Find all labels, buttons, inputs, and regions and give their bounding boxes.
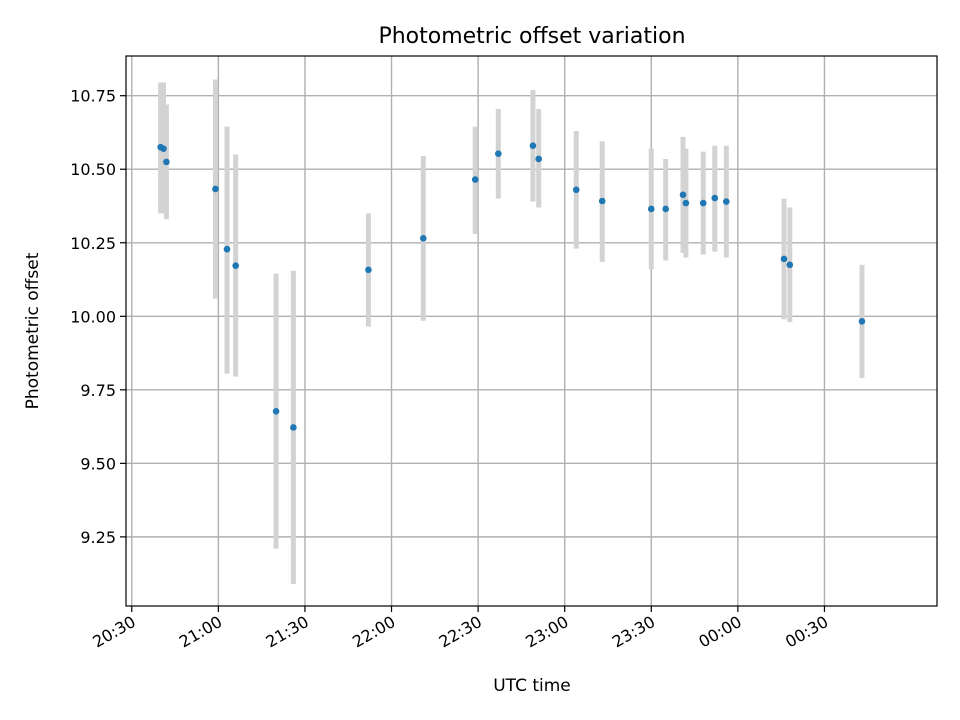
grid xyxy=(126,56,937,606)
data-point xyxy=(711,194,719,202)
x-tick-label: 22:00 xyxy=(349,612,398,652)
y-tick-label: 9.50 xyxy=(80,454,116,473)
data-point xyxy=(598,197,606,205)
plot-area-frame xyxy=(125,55,938,607)
y-tick-label: 10.00 xyxy=(70,307,116,326)
y-tick-label: 9.25 xyxy=(80,528,116,547)
data-point xyxy=(160,145,167,152)
data-point xyxy=(535,155,543,163)
data-point xyxy=(212,185,219,193)
data-point xyxy=(290,424,297,431)
data-point xyxy=(471,176,479,183)
data-point xyxy=(529,142,537,150)
x-axis-label: UTC time xyxy=(493,676,571,696)
x-tick-label: 23:00 xyxy=(522,612,571,652)
error-bars xyxy=(158,79,865,584)
data-point xyxy=(662,205,670,213)
x-tick-label: 23:30 xyxy=(609,612,658,652)
data-point xyxy=(232,262,239,270)
data-point xyxy=(780,255,788,263)
data-points xyxy=(157,142,866,431)
data-point xyxy=(679,191,687,199)
chart-title: Photometric offset variation xyxy=(378,24,685,49)
y-tick-label: 10.50 xyxy=(70,160,116,179)
data-point xyxy=(163,158,170,166)
x-tick-label: 21:30 xyxy=(263,612,312,652)
y-tick-label: 9.75 xyxy=(80,381,116,400)
data-point xyxy=(223,245,231,253)
data-point xyxy=(858,317,866,325)
x-tick-label: 21:00 xyxy=(176,612,225,652)
data-point xyxy=(723,198,730,205)
data-point xyxy=(647,205,655,213)
x-tick-label: 22:30 xyxy=(436,612,485,652)
x-tick-label: 00:00 xyxy=(695,612,744,652)
data-point xyxy=(419,235,427,242)
y-tick-label: 10.75 xyxy=(70,87,116,106)
y-tick-label: 10.25 xyxy=(70,234,116,253)
data-point xyxy=(365,266,372,274)
y-axis-label: Photometric offset xyxy=(23,252,43,409)
data-point xyxy=(699,199,707,207)
data-point xyxy=(572,186,580,194)
x-tick-label: 20:30 xyxy=(89,612,138,652)
data-point xyxy=(682,199,690,207)
x-tick-label: 00:30 xyxy=(782,612,831,652)
data-point xyxy=(272,407,280,415)
data-point xyxy=(786,261,794,269)
data-point xyxy=(495,150,502,157)
